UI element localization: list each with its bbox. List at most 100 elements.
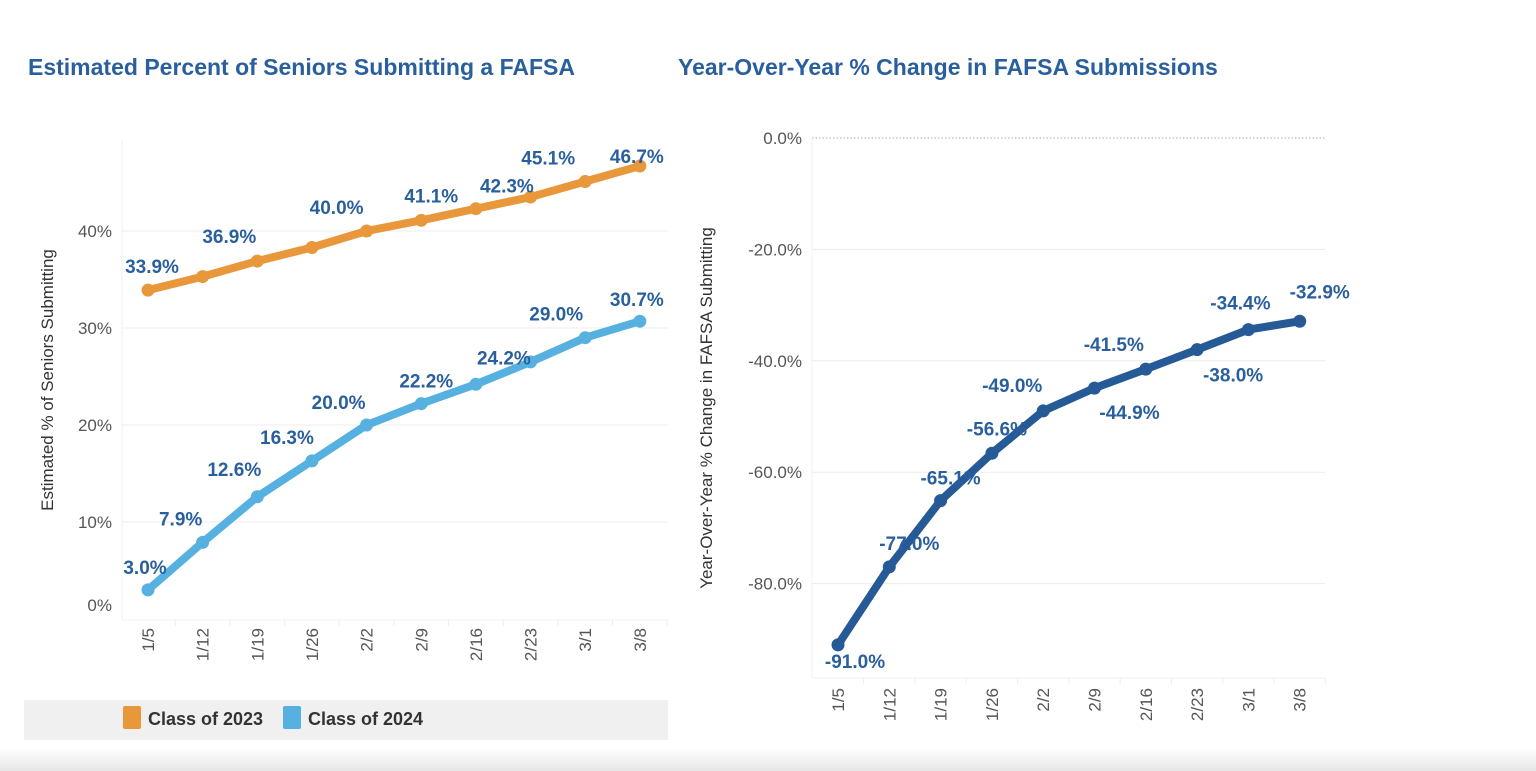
chart0-series-0-point[interactable] [141,283,155,297]
chart0-series-1-data-label: 16.3% [260,428,314,449]
chart1-series-0-data-label: -91.0% [825,652,885,673]
bottom-bar [0,748,1536,771]
chart0-series-0-point[interactable] [360,224,374,238]
chart1-series-0-point[interactable] [934,494,948,508]
chart1-x-tick-label: 2/23 [1188,688,1207,721]
chart0-series-0-point[interactable] [524,190,538,204]
chart0-series-0-point[interactable] [633,159,647,173]
chart0-series-0-data-label: 36.9% [202,227,256,248]
chart0-x-tick-label: 3/1 [576,628,595,652]
legend-swatch-2024[interactable] [283,706,301,729]
chart1-series-0-point[interactable] [1241,323,1255,337]
chart1-x-tick-label: 1/5 [829,688,848,712]
chart0-series-0-point[interactable] [414,213,428,227]
chart0-series-1-data-label: 3.0% [123,558,166,579]
right-y-axis-title: Year-Over-Year % Change in FAFSA Submitt… [697,227,716,589]
chart0-x-tick-label: 2/23 [522,628,541,661]
chart0-series-1-data-label: 30.7% [610,290,664,311]
chart0-series-0-data-label: 42.3% [480,177,534,198]
chart0-series-1-point[interactable] [524,355,538,369]
chart0-y-tick-label: 20% [78,416,112,435]
chart0-series-1-data-label: 12.6% [207,460,261,481]
legend: Class of 2023 Class of 2024 [24,700,668,740]
chart1-series-0-data-label: -44.9% [1099,403,1159,424]
chart1-series-0-point[interactable] [882,560,896,574]
chart1-x-tick-label: 2/9 [1086,688,1105,712]
chart0-series-0-point[interactable] [250,254,264,268]
chart1-x-tick-label: 2/16 [1137,688,1156,721]
legend-label-2023[interactable]: Class of 2023 [148,709,263,729]
chart0-series-0-point[interactable] [196,270,210,284]
legend-swatch-2023[interactable] [123,706,141,729]
chart0-x-tick-label: 2/16 [467,628,486,661]
chart0-series-1-point[interactable] [250,490,264,504]
chart1-series-0-data-label: -49.0% [982,376,1042,397]
chart0-y-tick-label: 30% [78,319,112,338]
chart0-series-1-data-label: 24.2% [477,348,531,369]
right-chart-title: Year-Over-Year % Change in FAFSA Submiss… [678,54,1218,80]
chart1-series-0-data-label: -34.4% [1210,294,1270,315]
chart0-x-tick-label: 1/19 [248,628,267,661]
chart1-series-0-point[interactable] [985,446,999,460]
chart0-x-tick-label: 3/8 [631,628,650,652]
chart1-series-0-data-label: -65.1% [920,469,980,490]
chart1-series-0-data-label: -38.0% [1203,366,1263,387]
chart1-y-tick-label: -20.0% [748,240,802,259]
chart0-x-tick-label: 2/2 [358,628,377,652]
chart1-series-0-point[interactable] [1088,381,1101,395]
chart1-x-tick-label: 2/2 [1034,688,1053,712]
chart1-series-0-point[interactable] [1036,404,1050,418]
chart0-series-0-data-label: 46.7% [610,147,664,168]
chart0-x-tick-label: 1/12 [194,628,213,661]
chart0-series-1-line [144,317,644,594]
chart1-series-0-data-label: -56.6% [967,419,1027,440]
chart0-x-tick-label: 1/5 [139,628,158,652]
chart1-series-0-point[interactable] [831,638,845,652]
chart0-series-1-point[interactable] [196,535,210,549]
chart0-series-1-point[interactable] [141,583,155,597]
chart0-series-0-point[interactable] [469,202,483,216]
chart1-series-0-data-label: -41.5% [1084,335,1144,356]
chart0-series-1-data-label: 29.0% [529,305,583,326]
chart0-x-tick-label: 2/9 [412,628,431,652]
chart0-y-tick-label: 0% [87,596,112,615]
chart1-series-0-line [834,317,1304,649]
chart0-series-0-point[interactable] [305,240,319,254]
chart1-y-tick-label: -80.0% [748,575,802,594]
chart0-series-0-data-label: 33.9% [125,257,179,278]
chart1-x-tick-label: 1/12 [880,688,899,721]
left-y-axis-title: Estimated % of Seniors Submitting [38,249,57,511]
left-chart-title: Estimated Percent of Seniors Submitting … [28,54,575,80]
chart0-series-1-data-label: 20.0% [312,393,366,414]
chart0-series-1-point[interactable] [305,454,319,468]
chart1-x-tick-label: 3/8 [1291,688,1310,712]
chart0-series-0-line [144,162,644,295]
chart0-series-1-data-label: 7.9% [159,509,202,530]
chart1-y-tick-label: 0.0% [763,129,802,148]
chart1-x-tick-label: 1/26 [983,688,1002,721]
chart1-x-tick-label: 3/1 [1239,688,1258,712]
chart0-series-1-point[interactable] [360,418,374,432]
chart0-series-0-data-label: 41.1% [404,186,458,207]
chart0-series-1-point[interactable] [469,377,483,391]
chart1-series-0-data-label: -32.9% [1290,282,1350,303]
chart0-series-1-point[interactable] [578,331,592,345]
chart1-series-0-point[interactable] [1293,314,1307,328]
chart0-series-0-data-label: 45.1% [521,149,575,170]
chart0-series-1-point[interactable] [633,314,647,328]
chart1-y-tick-label: -60.0% [748,463,802,482]
chart1-series-0-point[interactable] [1190,343,1204,357]
chart0-series-1-point[interactable] [414,397,428,411]
chart1-series-0-data-label: -77.0% [879,534,939,555]
chart0-y-tick-label: 10% [78,513,112,532]
chart0-series-0-point[interactable] [578,175,592,189]
chart0-series-0-data-label: 40.0% [310,198,364,219]
chart0-y-tick-label: 40% [78,222,112,241]
legend-label-2024[interactable]: Class of 2024 [308,709,423,729]
chart0-x-tick-label: 1/26 [303,628,322,661]
chart1-y-tick-label: -40.0% [748,352,802,371]
chart1-x-tick-label: 1/19 [932,688,951,721]
chart1-series-0-point[interactable] [1139,362,1153,376]
chart0-series-1-data-label: 22.2% [399,372,453,393]
